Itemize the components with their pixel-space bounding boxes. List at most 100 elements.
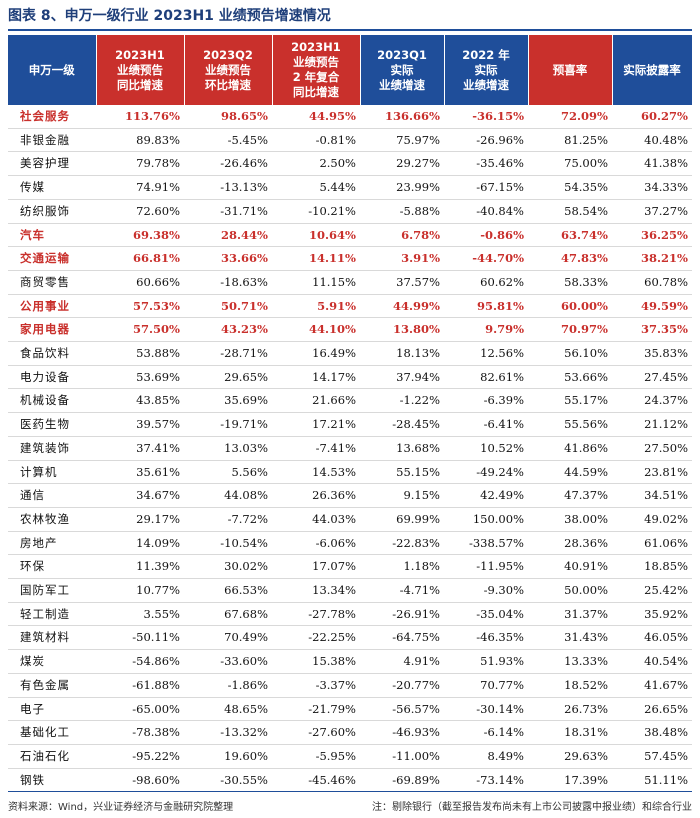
- cell-h1-cagr2y: 11.15%: [272, 270, 360, 295]
- cell-y2022-actual: -49.24%: [444, 460, 528, 485]
- cell-h1-cagr2y: 14.11%: [272, 246, 360, 271]
- cell-h1-yoy: 29.17%: [96, 507, 184, 532]
- cell-q2-qoq: 30.02%: [184, 554, 272, 580]
- cell-y2022-actual: 42.49%: [444, 483, 528, 508]
- cell-positive-rate: 58.33%: [528, 270, 612, 295]
- cell-q1-actual: 6.78%: [360, 223, 444, 248]
- cell-q1-actual: 37.94%: [360, 365, 444, 390]
- cell-y2022-actual: 8.49%: [444, 744, 528, 769]
- cell-q2-qoq: -33.60%: [184, 649, 272, 674]
- industry-name: 有色金属: [8, 673, 96, 698]
- cell-positive-rate: 31.43%: [528, 625, 612, 651]
- cell-h1-cagr2y: -45.46%: [272, 768, 360, 793]
- cell-h1-cagr2y: 5.91%: [272, 294, 360, 319]
- cell-h1-yoy: -54.86%: [96, 649, 184, 674]
- cell-h1-yoy: 34.67%: [96, 483, 184, 508]
- table-row: 农林牧渔 29.17% -7.72% 44.03% 69.99% 150.00% 38.00…: [8, 507, 692, 532]
- cell-disclosure-rate: 18.85%: [612, 554, 692, 580]
- cell-y2022-actual: -36.15%: [444, 105, 528, 129]
- cell-h1-yoy: -95.22%: [96, 744, 184, 769]
- cell-positive-rate: 26.73%: [528, 697, 612, 722]
- industry-name: 煤炭: [8, 649, 96, 674]
- cell-y2022-actual: 95.81%: [444, 294, 528, 319]
- cell-q2-qoq: 5.56%: [184, 460, 272, 485]
- industry-name: 交通运输: [8, 246, 96, 271]
- cell-h1-cagr2y: 26.36%: [272, 483, 360, 508]
- industry-name: 公用事业: [8, 294, 96, 319]
- cell-y2022-actual: -0.86%: [444, 223, 528, 248]
- cell-disclosure-rate: 35.92%: [612, 602, 692, 627]
- cell-positive-rate: 31.37%: [528, 602, 612, 627]
- cell-y2022-actual: 82.61%: [444, 365, 528, 390]
- industry-name: 国防军工: [8, 578, 96, 603]
- cell-q2-qoq: 35.69%: [184, 388, 272, 414]
- cell-q1-actual: -22.83%: [360, 531, 444, 556]
- table-row: 钢铁 -98.60% -30.55% -45.46% -69.89% -73.14% 17.…: [8, 768, 692, 793]
- cell-disclosure-rate: 57.45%: [612, 744, 692, 769]
- cell-q2-qoq: 44.08%: [184, 483, 272, 508]
- industry-name: 机械设备: [8, 388, 96, 414]
- cell-h1-yoy: 60.66%: [96, 270, 184, 295]
- cell-positive-rate: 13.33%: [528, 649, 612, 674]
- cell-h1-yoy: 43.85%: [96, 388, 184, 414]
- cell-q2-qoq: 70.49%: [184, 625, 272, 651]
- table-row: 建筑装饰 37.41% 13.03% -7.41% 13.68% 10.52% 41.86%…: [8, 436, 692, 461]
- table-row: 建筑材料 -50.11% 70.49% -22.25% -64.75% -46.35% 31…: [8, 625, 692, 651]
- cell-h1-cagr2y: 14.53%: [272, 460, 360, 485]
- cell-disclosure-rate: 34.51%: [612, 483, 692, 508]
- industry-name: 建筑装饰: [8, 436, 96, 461]
- cell-h1-yoy: 113.76%: [96, 105, 184, 129]
- table-row: 国防军工 10.77% 66.53% 13.34% -4.71% -9.30% 50.00%…: [8, 578, 692, 603]
- column-header-q2-qoq: 2023Q2 业绩预告 环比增速: [184, 35, 273, 105]
- table-row: 传媒 74.91% -13.13% 5.44% 23.99% -67.15% 54.35% 3…: [8, 175, 692, 200]
- cell-y2022-actual: 60.62%: [444, 270, 528, 295]
- table-row: 石油石化 -95.22% 19.60% -5.95% -11.00% 8.49% 29.63…: [8, 744, 692, 769]
- cell-q2-qoq: 50.71%: [184, 294, 272, 319]
- table-row: 商贸零售 60.66% -18.63% 11.15% 37.57% 60.62% 58.33…: [8, 270, 692, 295]
- industry-name: 石油石化: [8, 744, 96, 769]
- table-row: 房地产 14.09% -10.54% -6.06% -22.83% -338.57% 28.…: [8, 531, 692, 556]
- industry-name: 钢铁: [8, 768, 96, 793]
- cell-disclosure-rate: 41.38%: [612, 151, 692, 177]
- cell-h1-cagr2y: 5.44%: [272, 175, 360, 200]
- title-rule: [8, 29, 692, 31]
- cell-positive-rate: 47.37%: [528, 483, 612, 508]
- cell-h1-cagr2y: 13.34%: [272, 578, 360, 603]
- cell-h1-yoy: 69.38%: [96, 223, 184, 248]
- cell-h1-cagr2y: -27.78%: [272, 602, 360, 627]
- cell-positive-rate: 54.35%: [528, 175, 612, 200]
- cell-q2-qoq: -28.71%: [184, 341, 272, 366]
- cell-q2-qoq: -13.13%: [184, 175, 272, 200]
- industry-earnings-table: 申万一级 2023H1 业绩预告 同比增速 2023Q2 业绩预告 环比增速 2023…: [8, 35, 693, 793]
- industry-name: 计算机: [8, 460, 96, 485]
- cell-y2022-actual: -67.15%: [444, 175, 528, 200]
- cell-positive-rate: 47.83%: [528, 246, 612, 271]
- cell-y2022-actual: -11.95%: [444, 554, 528, 580]
- table-row: 社会服务 113.76% 98.65% 44.95% 136.66% -36.15% 72.…: [8, 105, 692, 129]
- cell-q2-qoq: 28.44%: [184, 223, 272, 248]
- table-row: 煤炭 -54.86% -33.60% 15.38% 4.91% 51.93% 13.33% 4…: [8, 649, 692, 674]
- cell-positive-rate: 60.00%: [528, 294, 612, 319]
- cell-disclosure-rate: 38.48%: [612, 720, 692, 745]
- industry-name: 基础化工: [8, 720, 96, 745]
- cell-q2-qoq: -1.86%: [184, 673, 272, 698]
- cell-h1-cagr2y: -10.21%: [272, 199, 360, 224]
- cell-h1-yoy: 53.69%: [96, 365, 184, 390]
- cell-q1-actual: -1.22%: [360, 388, 444, 414]
- cell-q2-qoq: 48.65%: [184, 697, 272, 722]
- cell-h1-cagr2y: 15.38%: [272, 649, 360, 674]
- column-header-disclosure-rate: 实际披露率: [612, 35, 693, 105]
- industry-name: 农林牧渔: [8, 507, 96, 532]
- cell-positive-rate: 38.00%: [528, 507, 612, 532]
- cell-disclosure-rate: 26.65%: [612, 697, 692, 722]
- industry-name: 电力设备: [8, 365, 96, 390]
- cell-h1-yoy: 72.60%: [96, 199, 184, 224]
- cell-positive-rate: 81.25%: [528, 128, 612, 153]
- cell-h1-yoy: 57.50%: [96, 317, 184, 343]
- cell-y2022-actual: -35.04%: [444, 602, 528, 627]
- industry-name: 商贸零售: [8, 270, 96, 295]
- cell-positive-rate: 18.52%: [528, 673, 612, 698]
- cell-h1-cagr2y: 44.10%: [272, 317, 360, 343]
- cell-h1-yoy: -98.60%: [96, 768, 184, 793]
- cell-positive-rate: 63.74%: [528, 223, 612, 248]
